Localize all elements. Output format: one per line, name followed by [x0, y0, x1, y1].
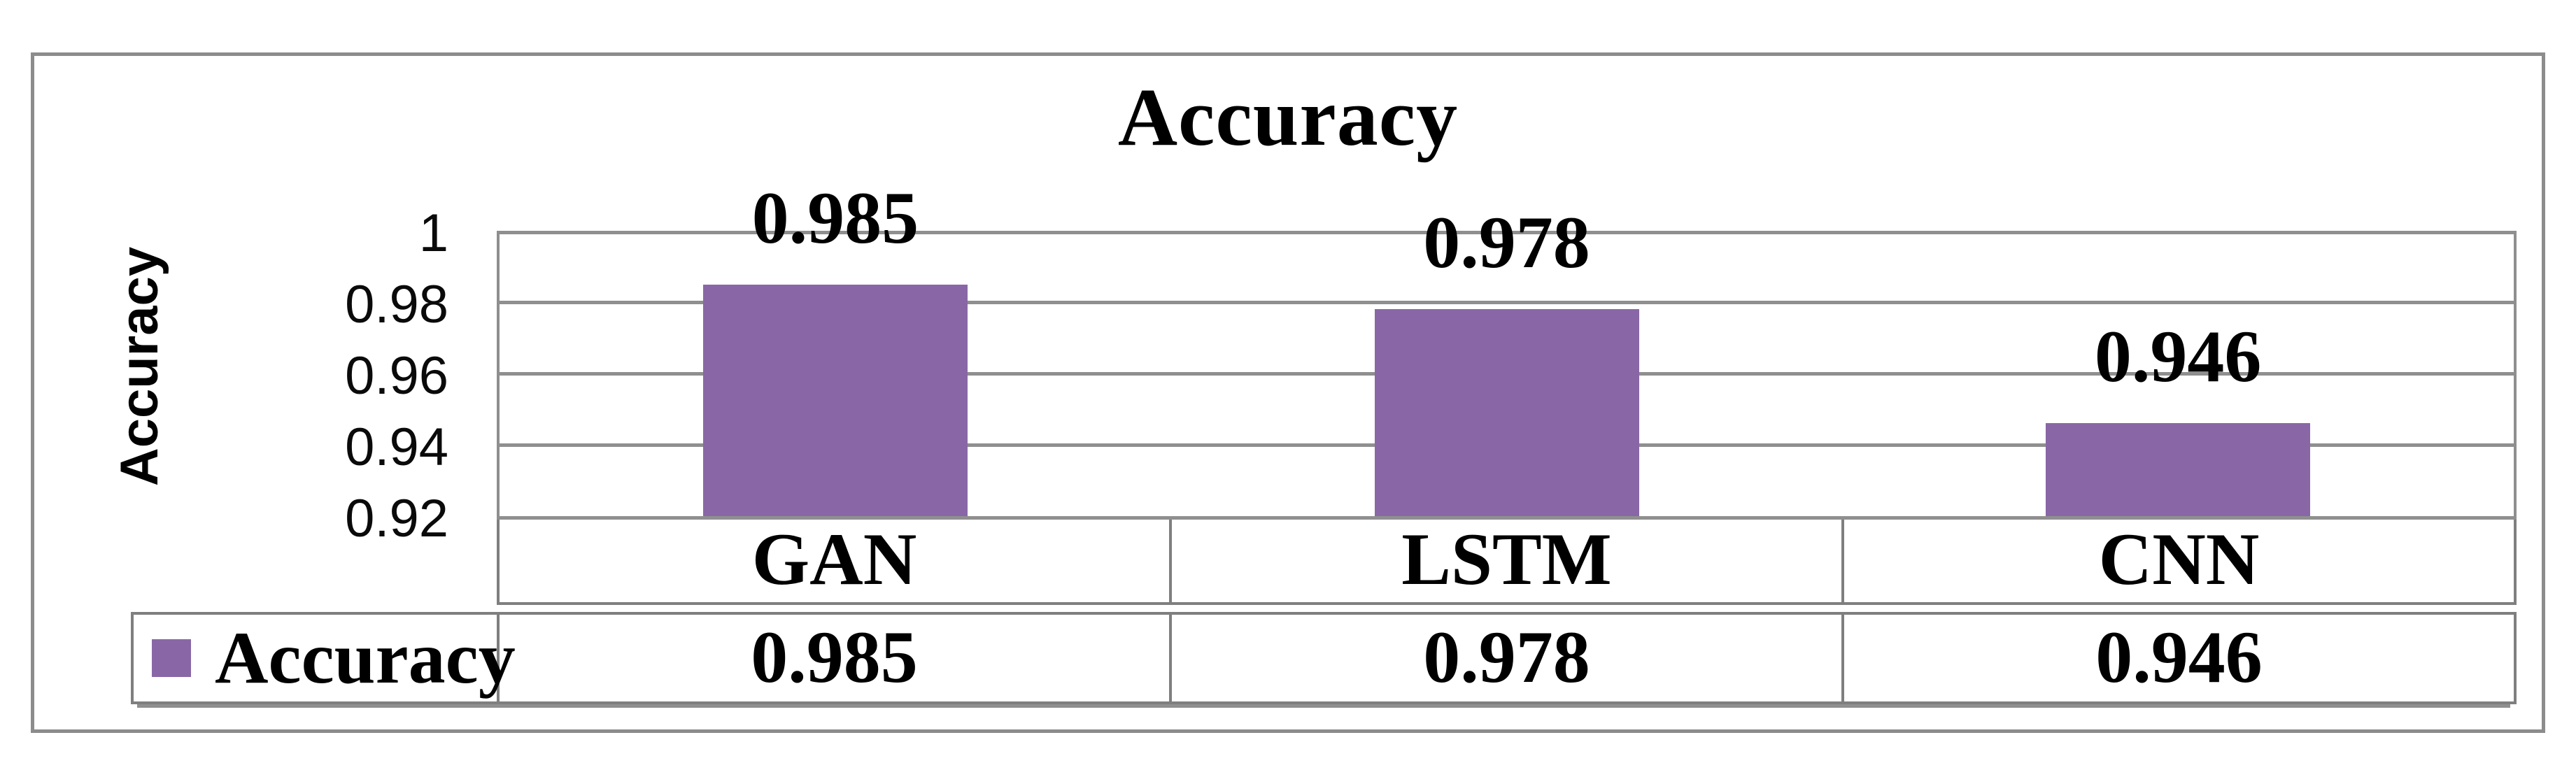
bar-lstm: [1374, 309, 1639, 516]
legend-cell: Accuracy: [134, 615, 516, 701]
table-value-lstm: 0.978: [1169, 615, 1841, 701]
chart-border: Accuracy Accuracy 1 0.98 0.96 0.94 0.92 0.98…: [31, 52, 2545, 733]
category-header-cnn: CNN: [1841, 520, 2514, 602]
category-header-row: GAN LSTM CNN: [497, 520, 2517, 605]
gridline-1: [500, 231, 2514, 234]
category-header-lstm: LSTM: [1169, 520, 1841, 602]
legend-color-swatch-icon: [152, 639, 191, 677]
y-axis-tick-labels: 1 0.98 0.96 0.94 0.92: [34, 56, 448, 729]
bar-cnn: [2046, 423, 2311, 516]
bar-value-label-cnn: 0.946: [2094, 315, 2262, 398]
gridline-0.98: [500, 301, 2514, 304]
bar-value-label-gan: 0.985: [751, 176, 919, 259]
bar-value-label-lstm: 0.978: [1423, 201, 1590, 284]
data-table-row: Accuracy 0.985 0.978 0.946: [131, 612, 2517, 704]
y-tick-label-0.92: 0.92: [345, 489, 448, 548]
y-tick-label-0.98: 0.98: [345, 275, 448, 334]
y-tick-label-0.94: 0.94: [345, 418, 448, 477]
table-value-gan: 0.985: [751, 616, 918, 698]
category-header-gan: GAN: [751, 518, 917, 600]
table-value-cnn: 0.946: [1841, 615, 2514, 701]
legend-label: Accuracy: [215, 617, 516, 699]
y-tick-label-1: 1: [418, 204, 448, 263]
chart-title: Accuracy: [1117, 71, 1459, 163]
bar-gan: [702, 284, 968, 516]
plot-area: 0.985 0.978 0.946: [497, 179, 2517, 520]
y-tick-label-0.96: 0.96: [345, 346, 448, 406]
